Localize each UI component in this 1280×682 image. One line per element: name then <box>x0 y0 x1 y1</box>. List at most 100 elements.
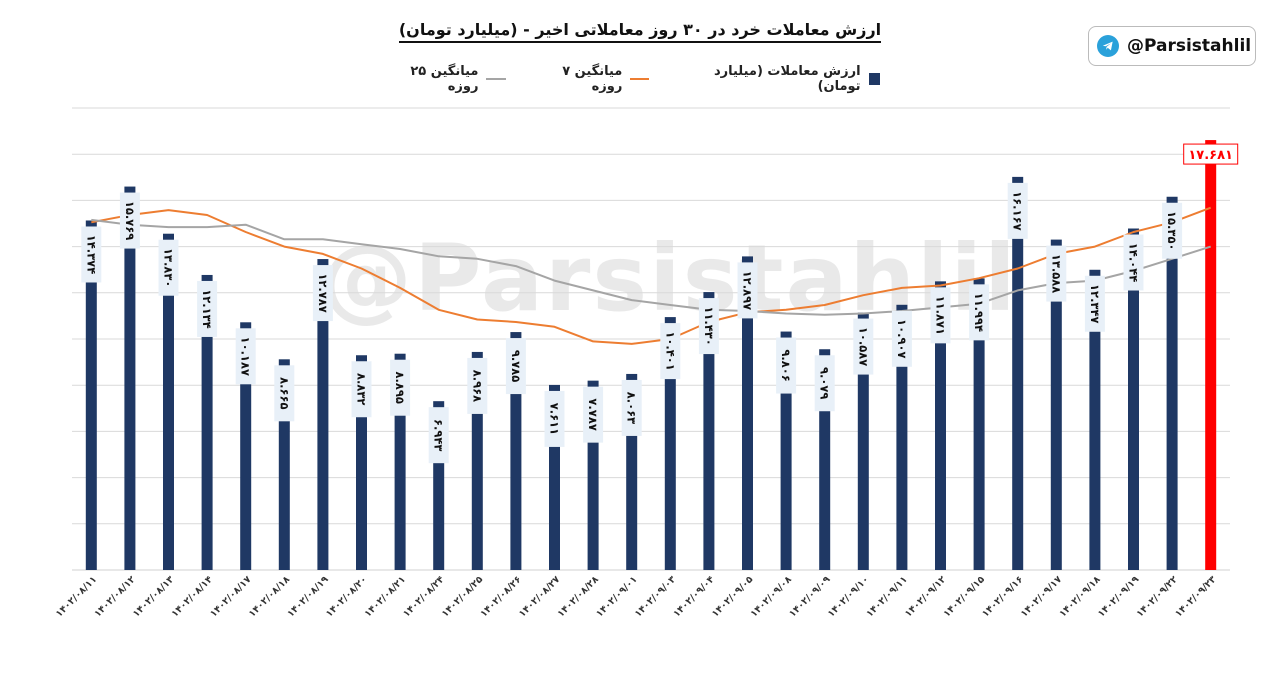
legend: ارزش معاملات (میلیارد تومان) میانگین ۷ ر… <box>380 64 880 94</box>
data-label: ۸.۹۶۸ <box>470 370 484 402</box>
data-label-box <box>969 284 990 341</box>
bar <box>1050 239 1062 570</box>
bar <box>896 304 908 570</box>
data-label-box <box>1162 202 1183 259</box>
bar <box>356 355 367 570</box>
data-label: ۱۱.۴۳۰ <box>702 306 716 345</box>
telegram-icon <box>1097 35 1119 57</box>
ma25-line <box>91 218 1212 316</box>
data-label-box <box>467 357 488 414</box>
data-label: ۱۲.۱۳۴ <box>200 289 214 328</box>
data-label-box <box>776 337 797 394</box>
data-label: ۹.۷۸۵ <box>509 350 523 382</box>
bar <box>857 312 869 570</box>
bar <box>163 233 174 570</box>
data-label: ۷.۶۱۱ <box>548 403 562 435</box>
legend-swatch-bar <box>868 73 880 85</box>
data-label: ۱۷.۶۸۱ <box>1188 148 1233 163</box>
data-label-box <box>660 323 681 380</box>
data-label-box <box>197 280 218 337</box>
data-label-box <box>737 262 758 319</box>
bar <box>742 256 753 570</box>
bar <box>85 220 97 570</box>
data-label-box <box>1007 182 1028 239</box>
data-label-box <box>158 239 179 296</box>
legend-label-ma7: میانگین ۷ روزه <box>562 64 623 94</box>
ma7-line <box>91 206 1212 345</box>
data-label: ۱۶.۱۶۷ <box>1011 191 1025 230</box>
data-label-box <box>390 359 411 416</box>
data-label-box <box>853 318 874 375</box>
data-label: ۸.۶۶۵ <box>277 377 291 409</box>
bar <box>1012 176 1024 570</box>
bar <box>1205 140 1217 571</box>
data-label-box <box>81 226 102 283</box>
data-label: ۱۳.۵۸۸ <box>1049 254 1063 293</box>
bar <box>510 332 522 570</box>
data-label-box <box>274 365 295 422</box>
handle-text: @Parsistahlil <box>1127 36 1252 56</box>
data-label-box <box>814 355 835 412</box>
bar <box>278 359 290 570</box>
data-label-box <box>544 390 565 447</box>
data-label: ۱۲.۷۸۷ <box>316 273 330 312</box>
data-label: ۱۴.۳۷۴ <box>84 235 98 274</box>
data-label: ۱۰.۵۸۷ <box>856 327 870 366</box>
bar <box>549 384 560 570</box>
grid <box>72 107 1230 571</box>
data-label-box <box>621 379 642 436</box>
bar <box>1128 228 1139 571</box>
bar <box>1166 196 1178 570</box>
data-label-box <box>351 361 372 418</box>
bar <box>201 274 213 570</box>
data-label: ۶.۹۴۳ <box>432 419 446 451</box>
bar <box>124 186 136 570</box>
data-label: ۱۳.۸۳۰ <box>162 248 176 287</box>
bars <box>85 140 1217 571</box>
data-label: ۱۱.۹۹۴ <box>972 293 986 332</box>
data-label: ۹.۰۷۹ <box>818 367 832 399</box>
bar <box>664 317 676 570</box>
data-label-box <box>119 192 140 249</box>
bar <box>394 353 406 570</box>
handle-badge[interactable]: @Parsistahlil <box>1088 26 1256 66</box>
data-label-box <box>1084 275 1105 332</box>
data-label-box <box>235 328 256 385</box>
data-label: ۱۴.۰۴۴ <box>1127 243 1141 282</box>
legend-swatch-ma25 <box>486 78 506 80</box>
bar <box>471 351 483 570</box>
bar <box>703 292 715 570</box>
legend-item-bar: ارزش معاملات (میلیارد تومان) <box>675 64 880 94</box>
bar <box>935 281 946 570</box>
bar <box>780 331 792 570</box>
data-label-box <box>312 265 333 322</box>
bar <box>240 322 252 570</box>
data-label: ۱۰.۱۸۷ <box>239 337 253 376</box>
bar <box>626 373 638 570</box>
data-label-box <box>891 310 912 367</box>
bar <box>819 349 831 570</box>
data-labels: ۱۴.۳۷۴ ۱۵.۷۶۹ ۱۳.۸۳۰ ۱۲.۱۳۴ ۱۰.۱۸۷ ۸.۶۶۵ ۱۲.۷۸… <box>81 143 1239 464</box>
legend-label-bar: ارزش معاملات (میلیارد تومان) <box>713 64 861 94</box>
bar <box>587 380 599 570</box>
bar <box>317 259 329 570</box>
x-tick-labels: ۱۴۰۲/۰۸/۱۱۱۴۰۲/۰۸/۱۲۱۴۰۲/۰۸/۱۳۱۴۰۲/۰۸/۱۴… <box>54 574 1219 620</box>
data-label: ۱۱.۸۷۱ <box>934 296 948 335</box>
legend-item-ma25: میانگین ۲۵ روزه <box>380 64 506 94</box>
data-label: ۷.۷۸۷ <box>586 398 600 430</box>
data-label: ۱۰.۴۰۱ <box>663 331 677 370</box>
legend-label-ma25: میانگین ۲۵ روزه <box>410 64 479 94</box>
data-label: ۸.۰۶۳ <box>625 392 639 424</box>
data-label: ۱۰.۹۰۷ <box>895 319 909 358</box>
data-label-box <box>698 298 719 355</box>
lines <box>91 206 1212 345</box>
legend-swatch-ma7 <box>630 78 650 80</box>
data-label-box <box>1046 245 1067 302</box>
data-label-box <box>930 287 951 344</box>
legend-item-ma7: میانگین ۷ روزه <box>532 64 650 94</box>
data-label-box <box>1183 143 1239 165</box>
x-tick-label: ۱۴۰۲/۰۹/۲۳ <box>1173 574 1219 620</box>
data-label-box <box>1123 234 1144 291</box>
data-label-box <box>428 407 449 464</box>
